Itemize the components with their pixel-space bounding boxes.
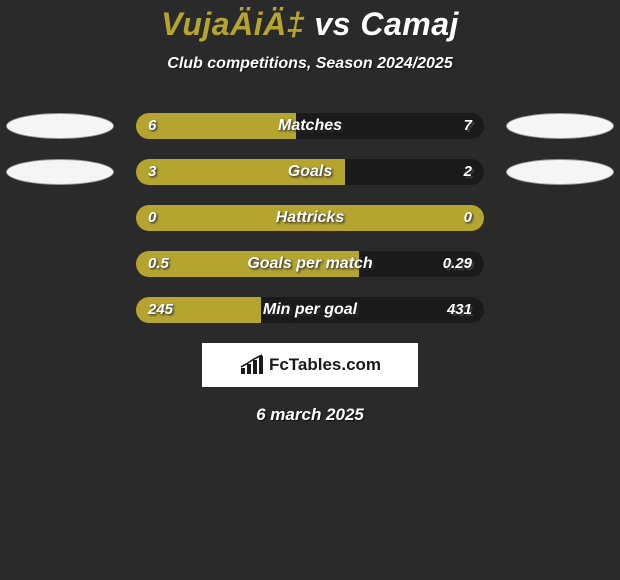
player2-badge	[506, 159, 614, 185]
stat-bar: 245431Min per goal	[136, 297, 484, 323]
stat-label: Goals per match	[136, 251, 484, 277]
player2-badge	[506, 113, 614, 139]
stat-row: 00Hattricks	[0, 205, 620, 231]
stat-row: 245431Min per goal	[0, 297, 620, 323]
stat-label: Min per goal	[136, 297, 484, 323]
title-vs: vs	[314, 6, 351, 42]
stat-row: 32Goals	[0, 159, 620, 185]
stat-rows: 67Matches 32Goals 00Hattricks 0.50.29Goals …	[0, 113, 620, 323]
player1-badge	[6, 159, 114, 185]
subtitle: Club competitions, Season 2024/2025	[0, 55, 620, 73]
page-title: VujaÄiÄ‡ vs Camaj	[0, 0, 620, 43]
stat-bar: 67Matches	[136, 113, 484, 139]
stat-label: Goals	[136, 159, 484, 185]
stat-bar: 0.50.29Goals per match	[136, 251, 484, 277]
stat-label: Hattricks	[136, 205, 484, 231]
stat-bar: 32Goals	[136, 159, 484, 185]
stat-bar: 00Hattricks	[136, 205, 484, 231]
stat-label: Matches	[136, 113, 484, 139]
chart-icon	[239, 354, 265, 376]
logo-text: FcTables.com	[269, 355, 381, 375]
title-player1: VujaÄiÄ‡	[161, 6, 305, 42]
stat-row: 67Matches	[0, 113, 620, 139]
player1-badge	[6, 113, 114, 139]
logo-box: FcTables.com	[202, 343, 418, 387]
title-player2: Camaj	[360, 6, 459, 42]
date: 6 march 2025	[0, 405, 620, 425]
stat-row: 0.50.29Goals per match	[0, 251, 620, 277]
